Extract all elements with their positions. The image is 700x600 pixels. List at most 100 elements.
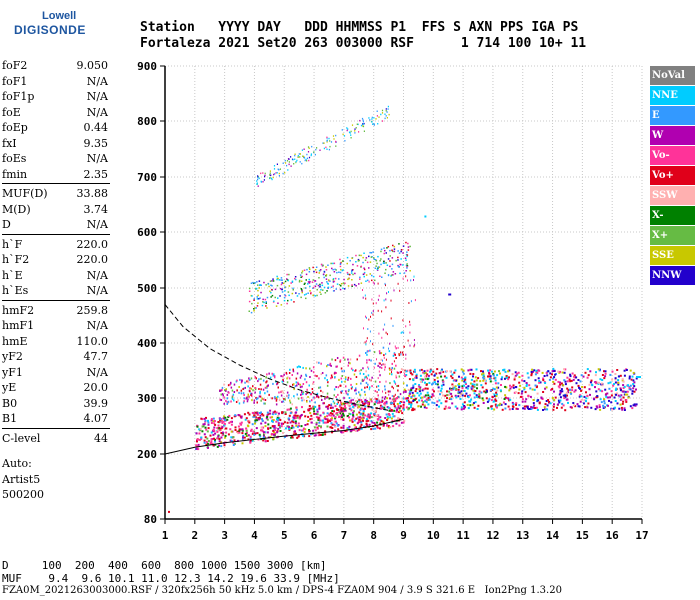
echo-point bbox=[254, 282, 256, 284]
echo-point bbox=[626, 390, 629, 393]
echo-point bbox=[295, 292, 297, 294]
echo-point bbox=[495, 391, 498, 394]
echo-point bbox=[298, 429, 301, 432]
echo-point bbox=[357, 260, 360, 262]
echo-point bbox=[250, 392, 252, 395]
echo-point bbox=[547, 370, 550, 373]
echo-point bbox=[339, 265, 342, 268]
echo-point bbox=[295, 278, 297, 281]
y-tick-label: 400 bbox=[137, 337, 157, 350]
echo-point bbox=[530, 407, 533, 410]
echo-point bbox=[378, 362, 381, 365]
echo-point bbox=[350, 130, 352, 133]
echo-point bbox=[409, 344, 411, 347]
echo-point bbox=[213, 422, 216, 425]
echo-point bbox=[275, 172, 277, 174]
echo-point bbox=[377, 123, 379, 125]
echo-point bbox=[382, 363, 384, 366]
echo-point bbox=[266, 414, 269, 417]
echo-point bbox=[378, 401, 381, 404]
echo-point bbox=[383, 354, 385, 357]
electron-density-profile bbox=[164, 418, 404, 455]
echo-point bbox=[326, 384, 329, 387]
echo-point bbox=[400, 263, 402, 266]
echo-point bbox=[306, 391, 309, 394]
echo-point bbox=[362, 119, 364, 121]
echo-point bbox=[376, 358, 377, 361]
echo-point bbox=[493, 393, 496, 396]
echo-point bbox=[313, 412, 316, 415]
echo-point bbox=[323, 276, 325, 279]
echo-point bbox=[326, 136, 328, 139]
echo-point bbox=[552, 380, 555, 383]
echo-point bbox=[298, 293, 300, 295]
echo-point bbox=[483, 376, 486, 379]
echo-point bbox=[264, 421, 267, 424]
echo-point bbox=[397, 264, 399, 267]
echo-point bbox=[487, 399, 490, 402]
echo-point bbox=[406, 254, 409, 256]
echo-point bbox=[210, 419, 213, 422]
echo-point bbox=[271, 420, 273, 423]
echo-point bbox=[314, 280, 316, 282]
echo-point bbox=[333, 138, 335, 140]
echo-point bbox=[392, 425, 395, 428]
echo-point bbox=[401, 331, 403, 334]
echo-point bbox=[288, 163, 290, 166]
echo-point bbox=[266, 416, 269, 418]
echo-point bbox=[217, 435, 220, 438]
echo-point bbox=[306, 268, 308, 271]
echo-point bbox=[505, 375, 508, 378]
echo-point bbox=[491, 396, 494, 399]
echo-point bbox=[259, 395, 262, 398]
echo-point bbox=[369, 349, 371, 352]
echo-point bbox=[242, 392, 245, 395]
echo-point bbox=[250, 387, 253, 390]
echo-point bbox=[168, 510, 170, 513]
echo-point bbox=[334, 420, 337, 423]
echo-point bbox=[331, 406, 334, 409]
echo-point bbox=[351, 417, 354, 420]
echo-point bbox=[333, 262, 336, 265]
echo-point bbox=[389, 249, 391, 252]
echo-point bbox=[262, 414, 265, 417]
echo-point bbox=[411, 373, 414, 376]
echo-point bbox=[414, 343, 416, 346]
echo-point bbox=[392, 354, 395, 357]
echo-point bbox=[274, 412, 277, 415]
echo-point bbox=[415, 376, 418, 379]
echo-point bbox=[250, 311, 253, 314]
echo-point bbox=[391, 249, 393, 251]
echo-point bbox=[462, 369, 465, 372]
echo-point bbox=[508, 399, 511, 402]
echo-point bbox=[546, 408, 549, 411]
echo-point bbox=[250, 282, 253, 284]
echo-point bbox=[203, 439, 206, 442]
echo-point bbox=[322, 411, 325, 414]
param-label: h`Es bbox=[2, 284, 29, 297]
echo-point bbox=[481, 373, 483, 376]
echo-point bbox=[277, 302, 279, 304]
echo-point bbox=[446, 370, 448, 373]
echo-point bbox=[256, 305, 259, 307]
legend-item-e: E bbox=[650, 106, 695, 125]
echo-point bbox=[426, 369, 429, 372]
echo-point bbox=[269, 426, 272, 429]
echo-point bbox=[385, 115, 387, 117]
echo-point bbox=[352, 398, 354, 401]
echo-point bbox=[257, 185, 259, 187]
echo-point bbox=[465, 386, 468, 389]
echo-point bbox=[294, 420, 297, 423]
echo-point bbox=[592, 397, 595, 400]
echo-point bbox=[559, 389, 562, 392]
echo-point bbox=[551, 397, 554, 399]
echo-point bbox=[543, 375, 546, 377]
echo-point bbox=[223, 415, 226, 418]
echo-point bbox=[342, 414, 345, 417]
echo-point bbox=[296, 416, 299, 419]
echo-point bbox=[557, 380, 560, 383]
echo-point bbox=[358, 254, 361, 257]
echo-point bbox=[264, 399, 267, 401]
echo-point bbox=[578, 395, 581, 398]
echo-point bbox=[299, 161, 301, 163]
